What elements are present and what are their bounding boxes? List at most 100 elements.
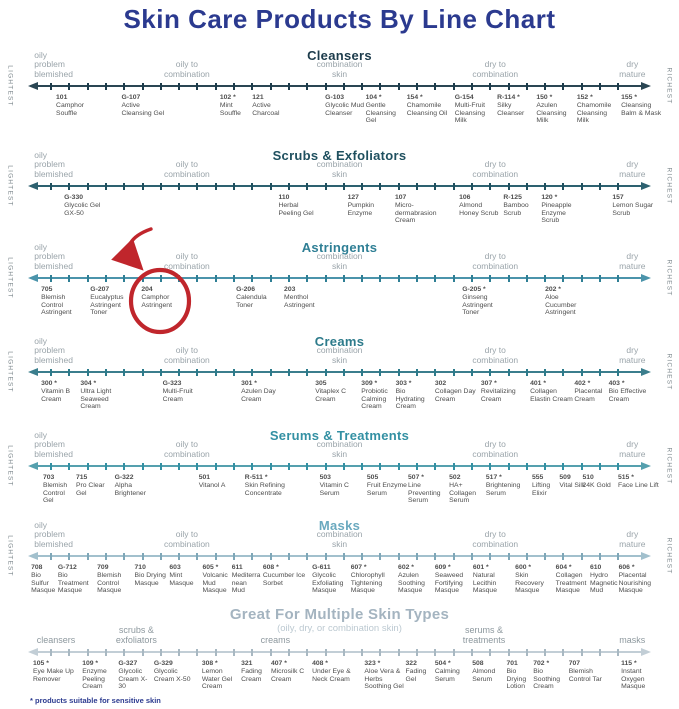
axis-tick [214, 82, 217, 90]
axis-tick [580, 274, 583, 282]
product-label: 157 Lemon Sugar Scrub [612, 194, 656, 217]
section-scrubs-exfoliators: Scrubs & Exfoliators oily problem blemished… [0, 140, 679, 235]
edge-label-richest: RICHEST [665, 67, 673, 105]
product-name: Bamboo Scrub [503, 201, 529, 217]
product-name: Probiotic Calming Cream [361, 387, 388, 411]
product-name: Gentle Cleansing Gel [365, 101, 396, 125]
axis-tick [269, 648, 272, 656]
product-name: Alpha Brightener [114, 481, 146, 497]
product-code: 155 * [621, 94, 637, 101]
product-label: 715 Pro Clear Gel [76, 474, 114, 497]
product-label: 407 * Microsilk C Cream [271, 660, 311, 683]
product-label: 102 * Mint Souffle [220, 94, 251, 117]
axis-tick [342, 648, 345, 656]
product-label: 607 * Chlorophyll Tightening Masque [351, 564, 395, 595]
product-name: Micro-dermabrasion Cream [394, 201, 437, 225]
product-name: Skin Recovery Masque [515, 571, 544, 595]
skin-type-label: oily problem blemished [34, 335, 73, 366]
product-name: Fading Cream [241, 667, 262, 683]
product-label: 402 * Placental Cream [574, 380, 607, 403]
axis-tick [68, 648, 71, 656]
axis-tick [452, 462, 455, 470]
skin-type-label: oily to combination [164, 345, 210, 365]
product-code: G-205 * [462, 286, 486, 293]
product-label: 110 Herbal Peeling Gel [278, 194, 322, 217]
axis-arrow-right-icon [641, 274, 651, 282]
product-label: G-327 Glycolic Cream X-30 [118, 660, 153, 691]
axis-tick [434, 82, 437, 90]
product-label: 106 Almond Honey Scrub [459, 194, 502, 217]
product-name: Placental Cream [574, 387, 603, 403]
axis-tick [489, 552, 492, 560]
product-name: Herbal Peeling Gel [278, 201, 314, 217]
product-label: 611 Mediterranean Mud [232, 564, 262, 595]
axis-tick [159, 462, 162, 470]
product-name: Calming Serum [434, 667, 460, 683]
axis-tick [123, 462, 126, 470]
axis-line [34, 555, 645, 557]
label-line: oily [34, 241, 47, 252]
axis-tick [141, 552, 144, 560]
label-line: oily [34, 335, 47, 346]
product-code: 408 * [312, 660, 328, 667]
axis-tick [50, 82, 52, 90]
product-label: G-206 Calendula Toner [236, 286, 280, 309]
axis-tick [251, 462, 254, 470]
product-code: R-511 * [244, 474, 268, 481]
product-label: 104 * Gentle Cleansing Gel [366, 94, 406, 125]
skin-type-label: dry mature [619, 529, 645, 549]
product-code: 202 * [545, 286, 561, 293]
product-name: Bio Treatment Masque [57, 571, 89, 595]
product-label: 115 * Instant Oxygen Masque [621, 660, 665, 691]
axis-tick [287, 274, 290, 282]
axis-tick [306, 462, 309, 470]
label-line: combination [472, 448, 519, 459]
axis-arrow-right-icon [641, 182, 651, 190]
product-code: 308 * [201, 660, 218, 667]
label-line: dry to [484, 345, 506, 355]
label-line: blemished [34, 448, 73, 459]
axis-tick [397, 82, 400, 90]
axis-tick [123, 182, 126, 190]
product-code: 607 * [350, 564, 367, 571]
axis-tick [599, 274, 601, 282]
edge-label-richest: RICHEST [665, 537, 673, 575]
axis-tick [141, 368, 144, 376]
label-line: combination [163, 168, 210, 179]
product-name: Mint Masque [169, 571, 194, 587]
axis-tick [86, 82, 89, 90]
product-label: 305 Vitaplex C Cream [315, 380, 359, 403]
axis-tick [544, 182, 547, 190]
axis-tick [416, 182, 418, 190]
product-label: R-125 Bamboo Scrub [503, 194, 540, 217]
product-code: 110 [278, 194, 290, 201]
product-name: Mediterranean Mud [231, 571, 261, 595]
label-line: combination [163, 260, 210, 271]
axis-tick [141, 182, 144, 190]
axis-arrow-right-icon [641, 462, 651, 470]
axis-tick [306, 552, 309, 560]
axis-tick [617, 274, 620, 282]
product-code: 203 [284, 286, 296, 293]
product-code: G-330 [64, 194, 84, 201]
product-code: 302 [434, 380, 447, 387]
product-code: 509 [559, 474, 571, 481]
axis-tick [86, 274, 89, 282]
product-label: 517 * Brightening Serum [486, 474, 530, 497]
axis-tick [287, 82, 290, 90]
product-name: Active Cleansing Gel [121, 101, 165, 117]
axis-tick [507, 648, 510, 656]
label-line: problem [34, 529, 65, 539]
product-label: 508 Almond Serum [472, 660, 505, 683]
skin-type-label: oily to combination [164, 439, 210, 459]
product-code: 101 [56, 94, 68, 101]
axis-tick [489, 462, 492, 470]
axis-tick [159, 648, 162, 656]
axis-tick [123, 648, 126, 656]
skin-type-label: oily problem blemished [34, 50, 73, 80]
axis-tick [324, 274, 327, 282]
product-label: G-329 Glycolic Cream X-50 [154, 660, 198, 683]
label-line: blemished [34, 538, 73, 549]
axis-tick [434, 552, 437, 560]
axis-tick [580, 82, 583, 90]
